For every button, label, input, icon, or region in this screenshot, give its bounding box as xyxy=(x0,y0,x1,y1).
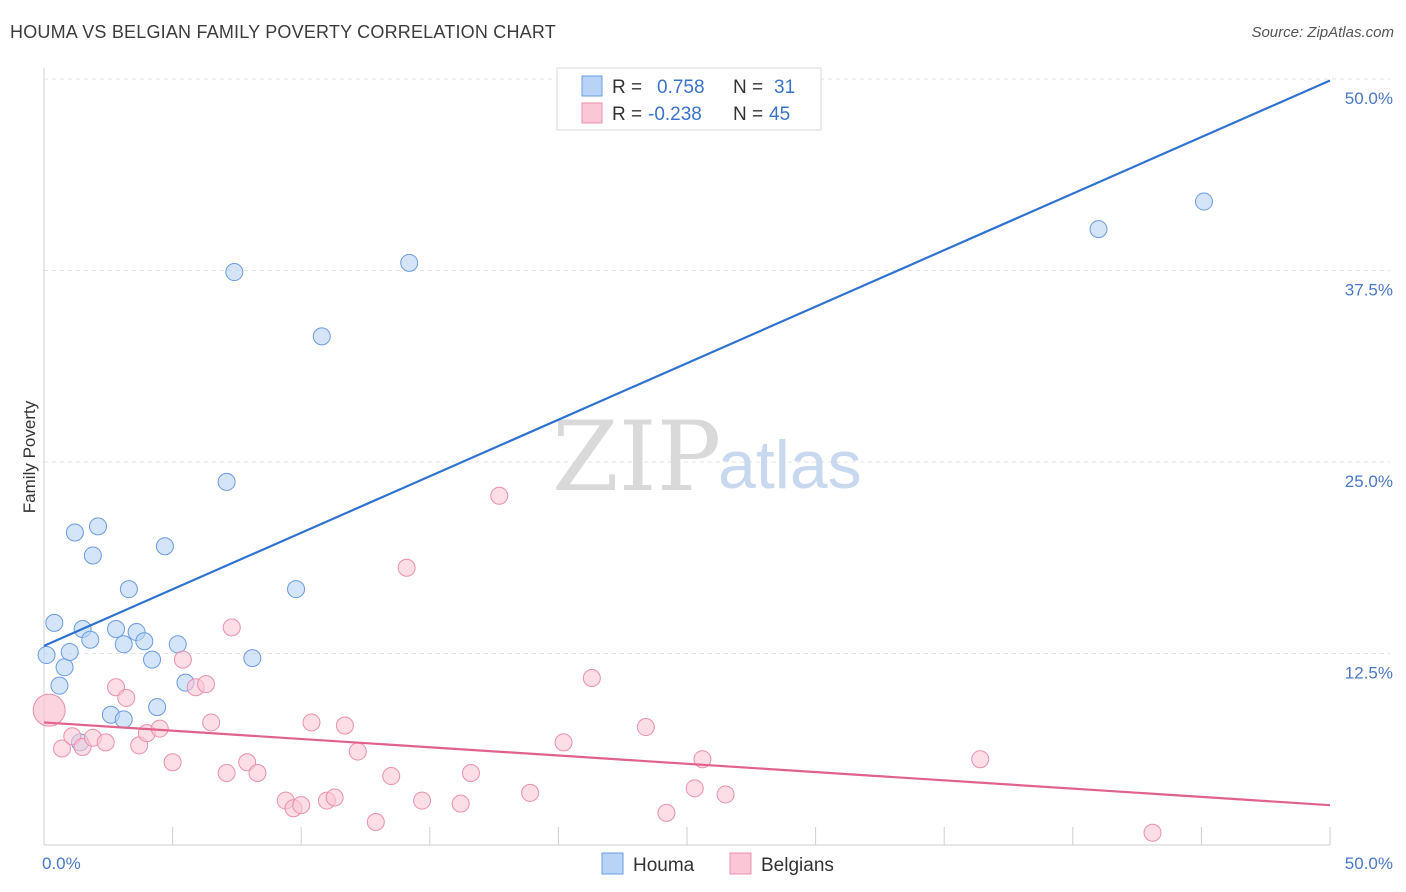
y-tick-label-3: 50.0% xyxy=(1345,89,1393,108)
point-belgians-31 xyxy=(413,791,432,810)
data-points xyxy=(32,192,1213,842)
legend-n-value-houma: 31 xyxy=(774,77,795,98)
bottom-legend: Houma Belgians xyxy=(601,852,834,876)
point-houma-4 xyxy=(60,642,79,661)
point-belgians-36 xyxy=(554,733,573,752)
point-houma-14 xyxy=(114,635,133,654)
point-belgians-23 xyxy=(302,713,321,732)
point-belgians-32 xyxy=(451,794,470,813)
legend-n-value-belgians: 45 xyxy=(769,104,790,125)
point-houma-28 xyxy=(400,253,419,272)
point-houma-8 xyxy=(81,630,100,649)
point-houma-24 xyxy=(225,263,244,282)
legend-n-label-houma: N = xyxy=(733,77,763,98)
point-belgians-30 xyxy=(397,558,416,577)
point-belgians-17 xyxy=(222,618,241,637)
point-houma-10 xyxy=(89,517,108,536)
trend-lines xyxy=(43,79,1331,807)
legend-r-value-houma: 0.758 xyxy=(657,77,705,98)
point-houma-27 xyxy=(312,327,331,346)
point-belgians-29 xyxy=(382,767,401,786)
point-belgians-42 xyxy=(716,785,735,804)
point-houma-2 xyxy=(50,676,69,695)
x-tick-label-0: 0.0% xyxy=(42,854,81,873)
point-houma-25 xyxy=(243,649,262,668)
legend-r-label-houma: R = xyxy=(612,77,642,98)
point-houma-1 xyxy=(45,613,64,632)
point-belgians-15 xyxy=(202,713,221,732)
point-belgians-1 xyxy=(53,739,72,758)
y-tick-label-1: 25.0% xyxy=(1345,472,1393,491)
bottom-legend-swatch-belgians xyxy=(729,852,752,875)
point-belgians-0 xyxy=(32,693,66,727)
point-houma-26 xyxy=(287,580,306,599)
point-belgians-22 xyxy=(292,796,311,815)
point-belgians-11 xyxy=(163,753,182,772)
grid-lines xyxy=(44,78,1390,654)
legend-swatch-belgians xyxy=(581,102,603,124)
watermark-atlas: atlas xyxy=(718,427,862,503)
point-belgians-12 xyxy=(173,650,192,669)
y-tick-label-2: 37.5% xyxy=(1345,281,1393,300)
point-houma-9 xyxy=(83,546,102,565)
point-houma-29 xyxy=(1089,220,1108,239)
legend-swatch-houma xyxy=(581,75,603,97)
point-houma-12 xyxy=(107,619,126,638)
point-houma-20 xyxy=(155,537,174,556)
y-tick-labels: 12.5% 25.0% 37.5% 50.0% xyxy=(1345,89,1393,683)
point-belgians-33 xyxy=(461,763,480,782)
x-tick-labels: 0.0% 50.0% xyxy=(42,854,1393,873)
point-belgians-25 xyxy=(325,788,344,807)
point-belgians-44 xyxy=(1143,823,1162,842)
point-belgians-39 xyxy=(657,803,676,822)
point-belgians-40 xyxy=(685,779,704,798)
x-tick-label-1: 50.0% xyxy=(1345,854,1393,873)
legend-r-value-belgians: -0.238 xyxy=(648,104,702,125)
point-houma-18 xyxy=(143,650,162,669)
point-belgians-43 xyxy=(971,750,990,769)
point-belgians-19 xyxy=(248,763,267,782)
point-belgians-34 xyxy=(490,486,509,505)
bottom-legend-swatch-houma xyxy=(601,852,624,875)
point-belgians-38 xyxy=(636,718,655,737)
point-houma-30 xyxy=(1194,192,1213,211)
legend-r-label-belgians: R = xyxy=(612,104,642,125)
point-houma-13 xyxy=(114,710,133,729)
point-belgians-14 xyxy=(197,675,216,694)
bottom-legend-label-houma: Houma xyxy=(633,855,695,876)
point-belgians-28 xyxy=(366,813,385,832)
watermark: ZIP atlas xyxy=(552,401,862,513)
chart-title: HOUMA VS BELGIAN FAMILY POVERTY CORRELAT… xyxy=(10,22,556,42)
trend-line-belgians xyxy=(43,721,1331,807)
point-houma-5 xyxy=(65,523,84,542)
y-tick-label-0: 12.5% xyxy=(1345,664,1393,683)
legend-n-label-belgians: N = xyxy=(733,104,763,125)
chart-source: Source: ZipAtlas.com xyxy=(1251,24,1394,41)
trend-line-houma xyxy=(43,79,1331,647)
bottom-legend-label-belgians: Belgians xyxy=(761,855,834,876)
point-belgians-26 xyxy=(335,716,354,735)
point-houma-23 xyxy=(217,472,236,491)
point-houma-21 xyxy=(168,635,187,654)
point-houma-19 xyxy=(148,698,167,717)
point-houma-3 xyxy=(55,658,74,677)
point-houma-17 xyxy=(135,632,154,651)
point-belgians-16 xyxy=(217,763,236,782)
point-belgians-5 xyxy=(96,733,115,752)
point-belgians-7 xyxy=(117,688,136,707)
point-houma-15 xyxy=(119,580,138,599)
point-houma-0 xyxy=(37,646,56,665)
point-belgians-27 xyxy=(348,742,367,761)
watermark-zip: ZIP xyxy=(552,401,721,513)
point-belgians-37 xyxy=(582,669,601,688)
top-legend: R = 0.758 N = 31 R = -0.238 N = 45 xyxy=(556,67,822,131)
point-belgians-35 xyxy=(521,783,540,802)
y-axis-label: Family Poverty xyxy=(20,400,39,513)
